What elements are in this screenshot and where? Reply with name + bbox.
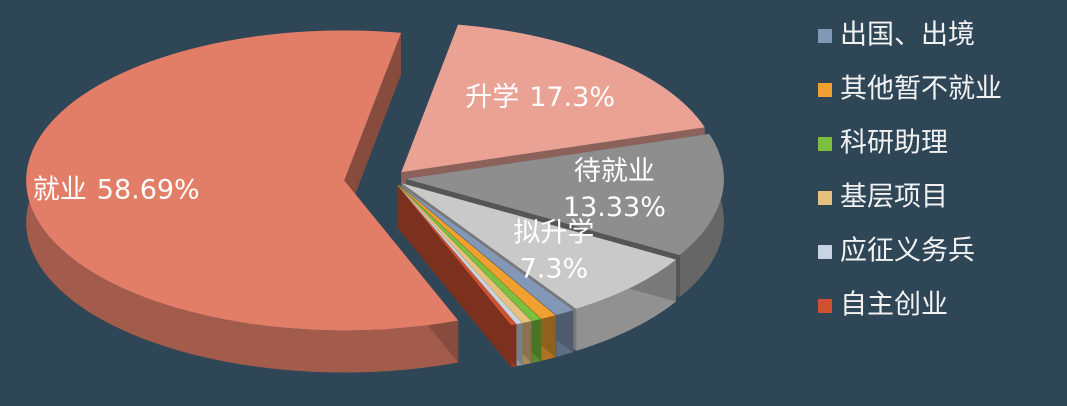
data-label: 拟升学 7.3%: [513, 217, 594, 284]
legend-swatch: [818, 191, 832, 205]
label-value: 13.33%: [563, 192, 666, 223]
label-category: 待就业: [574, 156, 655, 187]
legend-label: 自主创业: [840, 290, 948, 321]
data-label: 就业 58.69%: [33, 174, 200, 205]
legend-label: 其他暂不就业: [840, 74, 1002, 105]
legend-label: 科研助理: [840, 128, 948, 159]
slice-side: [26, 30, 459, 373]
slice: [402, 183, 676, 309]
slice: [401, 24, 705, 173]
label-category: 升学: [465, 81, 519, 112]
label-value: 58.69%: [97, 174, 200, 205]
legend-swatch: [818, 137, 832, 151]
legend-swatch: [818, 245, 832, 259]
data-label: 升学 17.3%: [465, 81, 615, 112]
slice: [397, 185, 532, 324]
slice: [397, 185, 523, 325]
slice-face: [344, 32, 401, 223]
label-value: 7.3%: [520, 253, 589, 284]
slice: [398, 184, 541, 322]
label-category: 就业: [33, 174, 87, 205]
pie-tops: [26, 24, 724, 331]
slice: [405, 133, 724, 256]
legend-swatch: [818, 299, 832, 313]
slice-face: [397, 185, 512, 368]
slice: [398, 184, 556, 319]
label-category: 拟升学: [513, 217, 594, 248]
data-labels: 就业 58.69% 升学 17.3% 待就业 13.33%拟升学 7.3%: [33, 81, 666, 284]
slice: [397, 185, 517, 326]
legend-swatch: [818, 83, 832, 97]
slice: [399, 184, 574, 316]
legend-label: 应征义务兵: [840, 236, 975, 267]
legend-label: 出国、出境: [840, 20, 975, 51]
legend-swatch: [818, 29, 832, 43]
legend-label: 基层项目: [840, 182, 948, 213]
label-value: 17.3%: [529, 81, 615, 112]
data-label: 待就业 13.33%: [563, 156, 666, 223]
slice: [26, 30, 459, 331]
